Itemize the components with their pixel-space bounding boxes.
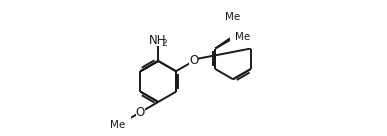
Text: Me: Me (225, 12, 241, 21)
Text: Me: Me (235, 32, 250, 42)
Text: Me: Me (110, 120, 125, 130)
Text: O: O (189, 54, 199, 67)
Text: O: O (136, 106, 145, 119)
Text: NH: NH (149, 34, 166, 47)
Text: 2: 2 (161, 39, 167, 48)
